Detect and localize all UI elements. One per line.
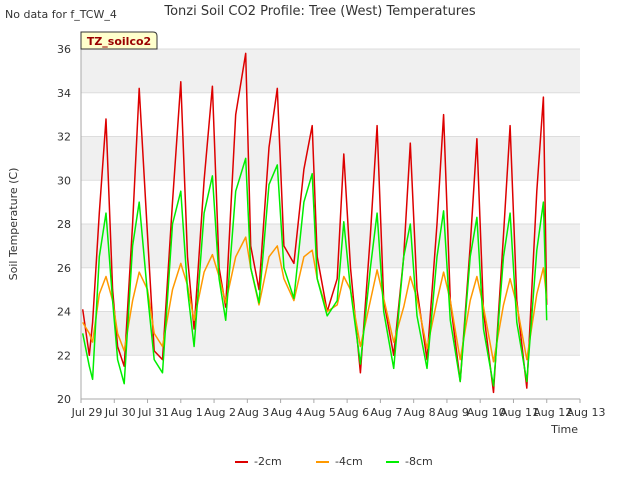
y-tick-label: 34 bbox=[57, 87, 71, 100]
y-tick-label: 30 bbox=[57, 174, 71, 187]
chart-title: Tonzi Soil CO2 Profile: Tree (West) Temp… bbox=[163, 4, 476, 19]
plot-band bbox=[81, 136, 580, 181]
y-tick-label: 36 bbox=[57, 43, 71, 56]
y-tick-label: 32 bbox=[57, 131, 71, 144]
x-tick-label: Jul 29 bbox=[71, 406, 103, 419]
x-tick-label: Aug 5 bbox=[304, 406, 336, 419]
x-tick-label: Jul 31 bbox=[137, 406, 169, 419]
y-tick-label: 24 bbox=[57, 306, 71, 319]
y-tick-label: 26 bbox=[57, 262, 71, 275]
x-tick-labels: Jul 29 Jul 30 Jul 31 Aug 1 Aug 2 Aug 3 Aug 4 Au… bbox=[71, 406, 606, 419]
plot-band bbox=[81, 92, 580, 137]
plot-band bbox=[81, 180, 580, 224]
axes bbox=[80, 49, 581, 403]
x-tick-label: Aug 3 bbox=[237, 406, 269, 419]
y-tick-label: 28 bbox=[57, 218, 71, 231]
plot-band bbox=[81, 224, 580, 268]
x-tick-label: Aug 11 bbox=[500, 406, 539, 419]
nodata-note: No data for f_TCW_4 bbox=[5, 8, 117, 21]
x-tick-label: Aug 12 bbox=[533, 406, 572, 419]
badge: TZ_soilco2 bbox=[80, 31, 158, 50]
x-tick-label: Aug 6 bbox=[337, 406, 369, 419]
y-tick-labels: 20 22 24 26 28 30 32 34 36 bbox=[57, 43, 71, 406]
x-tick-label: Aug 9 bbox=[437, 406, 469, 419]
plot-band bbox=[81, 49, 580, 93]
legend-label: -4cm bbox=[335, 455, 363, 468]
x-axis-label: Time bbox=[550, 423, 578, 436]
x-tick-label: Aug 1 bbox=[171, 406, 203, 419]
legend-label: -2cm bbox=[254, 455, 282, 468]
badge-label: TZ_soilco2 bbox=[87, 35, 151, 48]
plot-background bbox=[81, 49, 580, 399]
series-line-8cm bbox=[81, 157, 548, 387]
legend: -2cm -4cm -8cm bbox=[235, 455, 433, 468]
series-line-2cm bbox=[81, 52, 548, 394]
series-lines bbox=[81, 52, 548, 394]
x-tick-label: Aug 7 bbox=[370, 406, 402, 419]
plot-band bbox=[81, 355, 580, 399]
x-tick-label: Jul 30 bbox=[104, 406, 136, 419]
x-tick-label: Aug 8 bbox=[404, 406, 436, 419]
y-axis-label: Soil Temperature (C) bbox=[7, 168, 20, 281]
legend-label: -8cm bbox=[405, 455, 433, 468]
plot-band bbox=[81, 311, 580, 356]
x-tick-label: Aug 4 bbox=[271, 406, 303, 419]
y-tick-label: 20 bbox=[57, 393, 71, 406]
x-tick-label: Aug 2 bbox=[204, 406, 236, 419]
x-tick-label: Aug 10 bbox=[467, 406, 506, 419]
y-tick-label: 22 bbox=[57, 349, 71, 362]
plot-band bbox=[81, 267, 580, 312]
x-tick-label: Aug 13 bbox=[567, 406, 606, 419]
